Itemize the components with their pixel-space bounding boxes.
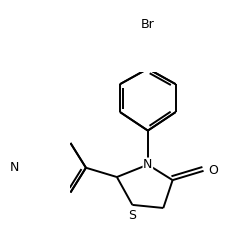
Text: Br: Br [140,18,154,31]
Text: N: N [10,161,19,174]
Text: O: O [207,164,217,177]
Text: S: S [128,208,136,222]
Text: N: N [143,158,152,171]
